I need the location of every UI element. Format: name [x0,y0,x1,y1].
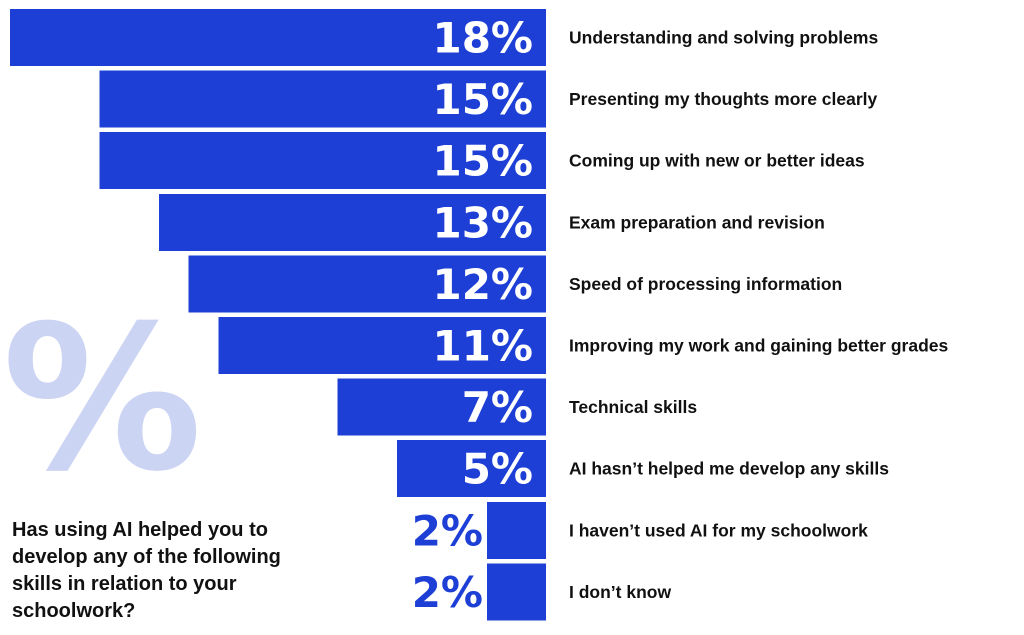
bar-value-label: 13% [432,198,533,247]
bar-value-label: 5% [462,445,533,494]
survey-question: Has using AI helped you to develop any o… [12,519,281,622]
bar-value-label: 18% [432,14,533,63]
bar-value-label: 2% [412,568,483,617]
bar [188,255,546,313]
category-label: Coming up with new or better ideas [569,151,865,171]
category-label: Presenting my thoughts more clearly [569,89,878,109]
bar [99,70,547,128]
bar [10,9,546,66]
bar [397,440,546,498]
bar-value-label: 11% [432,322,533,371]
bar [218,317,546,374]
bar-value-label: 12% [432,260,533,309]
bar [487,501,546,559]
decorative-percent-symbol: % [2,283,203,516]
bar [99,132,547,190]
category-label: Technical skills [569,397,697,417]
category-label: AI hasn’t helped me develop any skills [569,459,889,479]
category-label: Exam preparation and revision [569,212,825,232]
category-label: Understanding and solving problems [569,28,878,48]
bar-value-label: 15% [432,137,533,186]
bar-value-label: 2% [412,506,483,555]
bar [487,563,546,621]
category-label: Improving my work and gaining better gra… [569,336,948,356]
category-label: I don’t know [569,582,671,602]
bar [158,193,546,251]
bar [337,378,546,436]
bar-value-label: 7% [462,383,533,432]
category-label: I haven’t used AI for my schoolwork [569,520,868,540]
category-label: Speed of processing information [569,274,842,294]
bar-value-label: 15% [432,75,533,124]
